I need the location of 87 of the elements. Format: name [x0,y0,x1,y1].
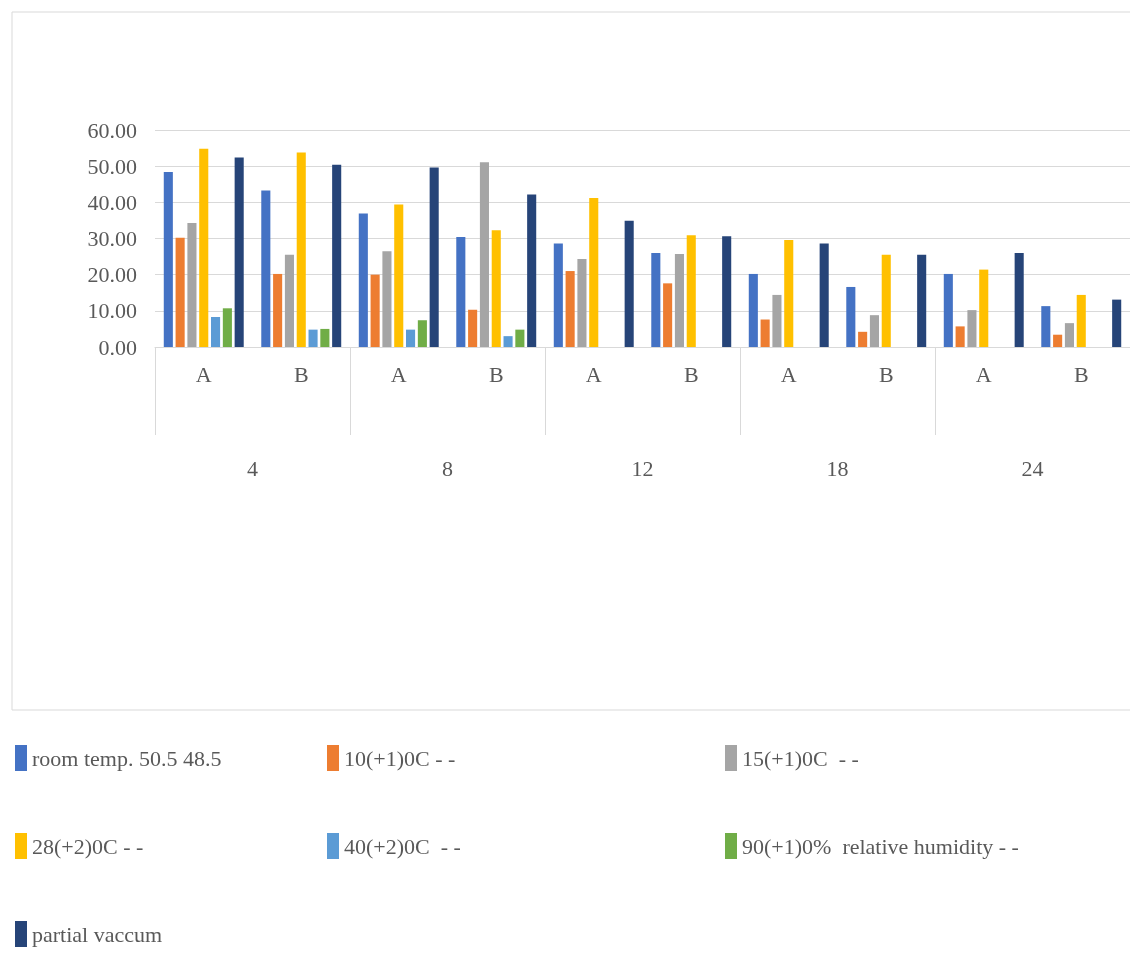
bar [370,274,380,347]
bar [211,316,221,347]
bar [819,243,829,347]
bar [382,251,392,347]
text: 18 [826,455,849,481]
bar [175,237,185,347]
bar [222,308,232,347]
bar [234,157,244,347]
bar [1112,299,1122,347]
text: 4 [247,455,258,481]
text: 12 [631,455,654,481]
bar [332,164,342,347]
bar [674,254,684,347]
legend-label: room temp. 50.5 48.5 [32,745,222,771]
bar [515,329,525,347]
bar [784,239,794,347]
bar [479,162,489,347]
x-tick-label: B [1073,361,1089,387]
bar [199,148,209,347]
bar [1064,323,1074,347]
bar [456,237,466,347]
bar [417,320,427,347]
bar [917,254,927,347]
bar [979,269,989,347]
bar [748,273,758,347]
y-tick-label: 40.00 [87,189,137,215]
legend-label: 10(+1)0C - - [344,745,456,771]
bar [358,213,368,347]
x-tick-label: B [488,361,504,387]
bar [589,197,599,347]
bar [284,254,294,347]
bar [881,254,891,347]
bar [187,222,197,347]
bar [394,204,404,347]
legend-label: 28(+2)0C - - [32,833,144,859]
bar [491,230,501,347]
bar [663,283,673,347]
x-tick-label: B [293,361,309,387]
legend-label: partial vaccum [32,921,163,947]
bar [308,329,318,347]
bar [565,271,575,347]
y-tick-label: 30.00 [87,226,137,251]
x-tick-label: A [390,361,407,387]
x-tick-label: B [878,361,894,387]
bar [577,259,587,347]
bar [553,243,563,347]
bar [429,167,439,347]
legend-label: 40(+2)0C - - [344,833,461,859]
bar [686,235,696,347]
bar [967,310,977,347]
bar [858,331,868,347]
bar [955,326,965,347]
bar [261,190,271,347]
bar [1053,334,1063,347]
bar [624,220,634,347]
y-tick-label: 0.00 [98,334,137,360]
legend-label: 15(+1)0C - - [742,745,859,771]
bar [1076,294,1086,347]
bar [296,152,306,347]
text: 8 [442,455,453,481]
x-tick-label: A [780,361,797,387]
x-tick-label: A [975,361,992,387]
bar [846,286,856,347]
text: 24 [1021,455,1044,481]
bar [760,319,770,347]
bar [943,273,953,347]
y-tick-label: 60.00 [87,117,137,143]
bar [651,252,661,347]
bar [1014,252,1024,347]
bar [468,309,478,347]
bar [503,336,513,347]
bar [722,236,732,347]
y-tick-label: 20.00 [87,262,137,288]
bar [163,171,173,347]
y-tick-label: 10.00 [87,298,137,324]
y-tick-label: 50.00 [87,153,137,179]
bar [869,315,879,347]
bar [1041,306,1051,347]
x-tick-label: A [195,361,212,387]
bar [406,329,416,347]
bar [772,294,782,347]
x-tick-label: A [585,361,602,387]
x-tick-label: B [683,361,699,387]
bar [527,194,537,347]
legend-label: 90(+1)0% relative humidity - - [742,833,1019,859]
bar [273,273,283,347]
bar [320,328,330,347]
